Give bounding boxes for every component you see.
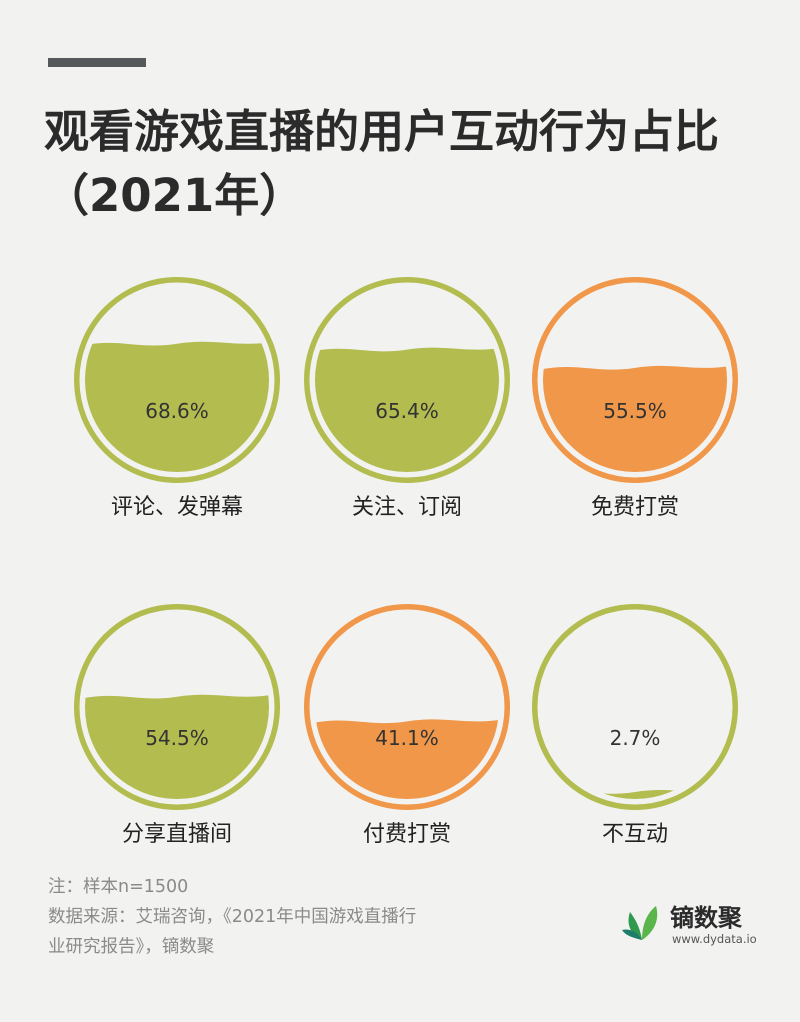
title-line-1: 观看游戏直播的用户互动行为占比 <box>44 105 720 158</box>
gauge-fill <box>85 694 269 799</box>
gauge-value-label: 65.4% <box>375 399 439 423</box>
sample-note: 注：样本n=1500 <box>48 877 189 897</box>
brand-leaf-logo-icon <box>622 906 658 940</box>
gauge-item: 2.7% 不互动 <box>525 602 745 862</box>
gauge-category-label: 分享直播间 <box>121 822 232 847</box>
brand: 镝数聚 www.dydata.io <box>620 898 770 958</box>
gauge-item: 68.6% 评论、发弹幕 <box>67 275 287 535</box>
gauge-fill <box>85 341 269 472</box>
gauge-ring <box>304 277 510 483</box>
gauge-value-label: 2.7% <box>609 726 661 750</box>
title-line-2: （2021年） <box>44 169 305 222</box>
gauge-svg <box>532 277 738 483</box>
gauge-svg <box>74 604 280 810</box>
gauge-ring <box>532 604 738 810</box>
gauge-ring <box>74 604 280 810</box>
gauge-svg <box>74 277 280 483</box>
gauge-category-label: 不互动 <box>601 822 668 847</box>
gauge-item: 54.5% 分享直播间 <box>67 602 287 862</box>
gauge-svg <box>304 277 510 483</box>
gauge-value-label: 68.6% <box>145 399 209 423</box>
source-line-2: 业研究报告》，镝数聚 <box>48 937 215 957</box>
source-line-1: 数据来源：艾瑞咨询，《2021年中国游戏直播行 <box>48 907 417 927</box>
gauge-svg <box>532 604 738 810</box>
gauge-category-label: 关注、订阅 <box>351 495 462 520</box>
gauge-fill <box>315 719 499 799</box>
gauge-category-label: 付费打赏 <box>362 822 451 847</box>
gauge-ring <box>532 277 738 483</box>
gauge-grid: 68.6% 评论、发弹幕 65.4% 关注、订阅 55.5% 免费打赏 54.5% 分享直播间… <box>0 275 800 855</box>
gauge-ring <box>304 604 510 810</box>
gauge-value-label: 41.1% <box>375 726 439 750</box>
gauge-value-label: 55.5% <box>603 399 667 423</box>
gauge-category-label: 免费打赏 <box>590 495 679 520</box>
footer: 注：样本n=1500 数据来源：艾瑞咨询，《2021年中国游戏直播行 业研究报告… <box>48 872 588 962</box>
brand-name: 镝数聚 <box>670 904 742 932</box>
gauge-fill <box>543 790 727 799</box>
gauge-svg <box>304 604 510 810</box>
gauge-item: 55.5% 免费打赏 <box>525 275 745 535</box>
gauge-category-label: 评论、发弹幕 <box>110 495 243 520</box>
gauge-item: 41.1% 付费打赏 <box>297 602 517 862</box>
gauge-value-label: 54.5% <box>145 726 209 750</box>
top-rule <box>48 58 146 67</box>
gauge-fill <box>543 365 727 472</box>
brand-url: www.dydata.io <box>672 932 757 946</box>
chart-title: 观看游戏直播的用户互动行为占比 （2021年） <box>44 100 764 228</box>
gauge-item: 65.4% 关注、订阅 <box>297 275 517 535</box>
gauge-fill <box>315 347 499 472</box>
gauge-ring <box>74 277 280 483</box>
